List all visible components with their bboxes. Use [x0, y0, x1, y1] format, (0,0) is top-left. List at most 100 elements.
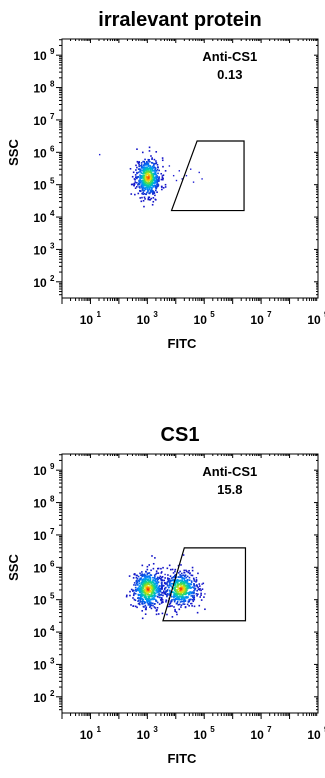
event-dot	[167, 578, 169, 580]
event-dot	[166, 577, 169, 579]
event-dot	[139, 180, 142, 182]
event-dot	[141, 584, 144, 586]
event-dot	[141, 594, 144, 597]
event-dot	[143, 160, 146, 163]
event-dot	[148, 175, 150, 178]
event-dot	[150, 197, 153, 200]
event-dot	[150, 155, 152, 157]
event-dot	[150, 181, 153, 184]
event-dot	[152, 576, 154, 579]
x-tick-label: 10	[250, 313, 264, 327]
event-dot	[151, 589, 154, 592]
x-tick-label: 10	[307, 728, 321, 742]
event-dot	[151, 602, 154, 605]
event-dot	[153, 598, 156, 600]
event-dot	[133, 178, 136, 180]
event-dot	[168, 603, 171, 606]
event-dot	[136, 148, 138, 150]
event-dot	[159, 590, 162, 593]
event-dot	[144, 591, 146, 594]
event-dot	[179, 574, 181, 576]
event-dot	[192, 586, 194, 588]
event-dot	[194, 588, 196, 591]
event-dot	[168, 165, 171, 167]
event-dot	[141, 564, 144, 567]
event-dot	[139, 181, 141, 184]
event-dot	[188, 585, 191, 588]
event-dot	[190, 574, 193, 577]
event-dot	[144, 180, 147, 182]
event-dot	[139, 577, 142, 580]
event-dot	[143, 578, 145, 580]
event-dot	[175, 179, 178, 182]
event-dot	[154, 607, 157, 609]
event-dot	[174, 595, 177, 598]
event-dot	[192, 600, 195, 603]
event-dot	[139, 578, 142, 581]
event-dot	[186, 586, 189, 588]
event-dot	[140, 185, 142, 188]
event-dot	[140, 180, 142, 182]
event-dot	[136, 574, 138, 577]
event-dot	[140, 181, 143, 183]
event-dot	[168, 586, 170, 589]
event-dot	[178, 580, 180, 582]
event-dot	[139, 595, 142, 597]
event-dot	[148, 192, 150, 195]
event-dot	[145, 166, 148, 169]
event-dot	[160, 172, 163, 175]
event-dot	[204, 593, 206, 595]
event-dot	[130, 193, 133, 195]
event-dot	[150, 582, 153, 585]
event-dot	[145, 584, 147, 587]
event-dot	[129, 594, 131, 597]
event-dot	[141, 602, 144, 605]
y-tick-exponent: 2	[50, 274, 55, 283]
event-dot	[157, 613, 160, 615]
x-tick-label: 10	[307, 313, 321, 327]
event-dot	[148, 564, 151, 566]
event-dot	[160, 178, 163, 181]
event-dot	[156, 606, 159, 609]
event-dot	[193, 595, 195, 597]
event-dot	[151, 170, 154, 172]
event-dot	[166, 595, 168, 598]
event-dot	[125, 595, 128, 598]
event-dot	[166, 594, 168, 596]
event-dot	[177, 586, 180, 589]
event-dot	[150, 190, 152, 193]
event-dot	[179, 576, 181, 579]
event-dot	[157, 588, 160, 591]
event-dot	[152, 597, 155, 599]
event-dot	[177, 584, 180, 587]
event-dot	[150, 172, 152, 174]
event-dot	[142, 591, 144, 593]
event-dot	[151, 191, 153, 193]
event-dot	[190, 580, 193, 582]
event-dot	[157, 572, 160, 574]
event-dot	[137, 600, 139, 602]
x-tick-label: 10	[80, 728, 94, 742]
event-dot	[143, 182, 145, 184]
event-dot	[151, 591, 154, 593]
event-dot	[167, 592, 169, 595]
event-dot	[133, 592, 136, 594]
event-dot	[150, 587, 152, 589]
event-dot	[201, 583, 203, 585]
event-dot	[160, 586, 163, 589]
event-dot	[143, 602, 146, 605]
event-dot	[153, 579, 156, 582]
event-dot	[189, 586, 191, 589]
plot-frame	[61, 453, 319, 714]
event-dot	[179, 582, 182, 585]
event-dot	[129, 590, 131, 593]
event-dot	[197, 572, 199, 575]
event-dot	[145, 570, 147, 573]
event-dot	[193, 598, 196, 601]
event-dot	[160, 572, 163, 574]
event-dot	[153, 172, 156, 175]
event-dot	[154, 575, 156, 578]
event-dot	[143, 192, 146, 195]
event-dot	[143, 580, 145, 583]
event-dot	[147, 176, 150, 179]
